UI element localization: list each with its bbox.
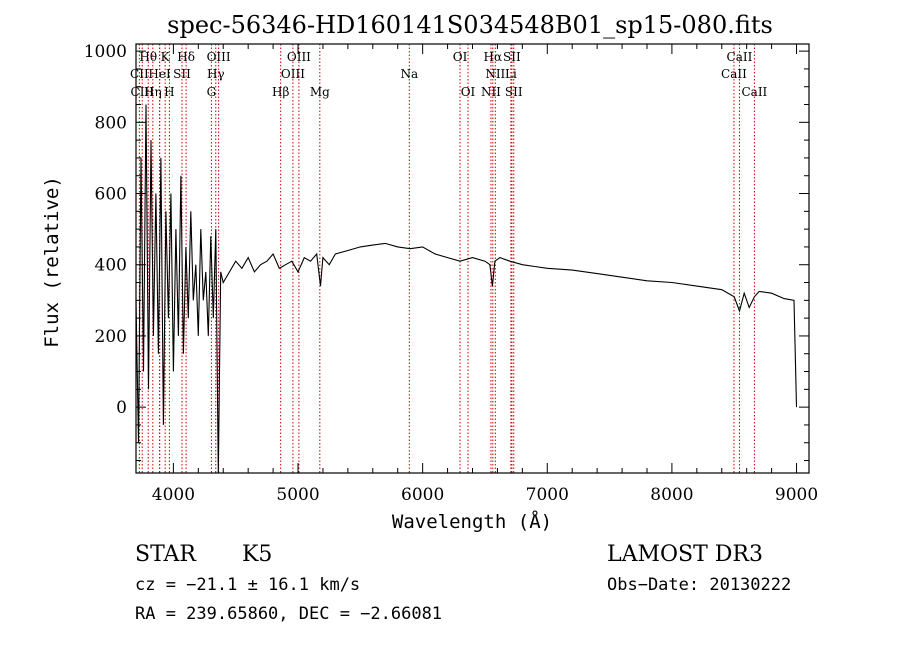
line-label: Hγ <box>207 67 225 81</box>
line-label: Hη <box>144 85 162 99</box>
line-label: Hβ <box>272 85 289 99</box>
spectrum-line <box>135 104 798 474</box>
plot-frame <box>135 43 810 474</box>
line-label: SII <box>505 85 523 99</box>
ra-dec-coords: RA = 239.65860, DEC = −2.66081 <box>135 604 442 624</box>
line-label: OIII <box>287 50 311 64</box>
line-label: Hδ <box>177 50 195 64</box>
line-label: H <box>164 85 174 99</box>
y-tick-label: 800 <box>95 113 127 133</box>
line-label: OI <box>453 50 468 64</box>
line-label: K <box>161 50 171 64</box>
chart-title: spec-56346-HD160141S034548B01_sp15-080.f… <box>167 11 773 39</box>
spectrum-series <box>135 104 798 474</box>
x-tick-label: 9000 <box>775 485 818 505</box>
line-markers <box>138 44 755 473</box>
x-axis-label: Wavelength (Å) <box>392 510 552 533</box>
y-tick-label: 0 <box>116 398 127 418</box>
line-label: OIII <box>281 67 305 81</box>
line-label: OIII <box>207 50 231 64</box>
object-subclass: K5 <box>242 542 272 567</box>
line-label: G <box>207 85 217 99</box>
x-tick-label: 7000 <box>526 485 569 505</box>
line-label: CaII <box>727 50 753 64</box>
y-tick-label: 200 <box>95 327 127 347</box>
line-label: HeI <box>148 67 171 81</box>
line-label: SII <box>173 67 191 81</box>
x-tick-label: 4000 <box>152 485 195 505</box>
line-label: NII <box>485 67 505 81</box>
y-tick-label: 600 <box>95 185 127 205</box>
line-label: CaII <box>741 85 767 99</box>
x-tick-label: 5000 <box>276 485 319 505</box>
y-axis-label: Flux (relative) <box>41 176 63 348</box>
y-tick-label: 1000 <box>84 42 127 62</box>
obs-date: Obs−Date: 20130222 <box>607 575 791 595</box>
line-label: SII <box>503 50 521 64</box>
line-label: Hα <box>484 50 503 64</box>
object-class: STAR <box>135 542 197 567</box>
axis-ticks: 4000 5000 6000 7000 8000 9000 0 200 400 600 800 100… <box>84 42 818 505</box>
line-label: CII <box>130 67 149 81</box>
line-label: Li <box>505 67 517 81</box>
line-label: Mg <box>310 85 330 99</box>
line-label: NII <box>481 85 501 99</box>
line-label: Na <box>400 67 418 81</box>
x-tick-label: 8000 <box>650 485 693 505</box>
line-label: OI <box>461 85 476 99</box>
x-tick-label: 6000 <box>401 485 444 505</box>
line-label: CaII <box>721 67 747 81</box>
line-label: Hθ <box>139 50 157 64</box>
y-tick-label: 400 <box>95 256 127 276</box>
redshift-cz: cz = −21.1 ± 16.1 km/s <box>135 575 360 595</box>
survey-name: LAMOST DR3 <box>607 542 763 567</box>
